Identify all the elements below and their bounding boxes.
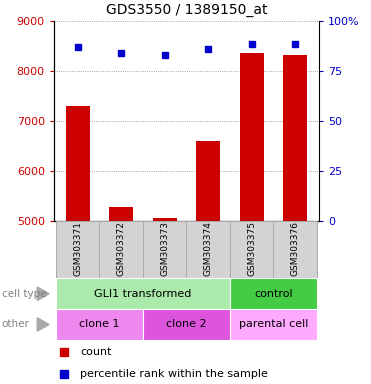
Text: GSM303372: GSM303372: [117, 221, 126, 276]
Text: GSM303371: GSM303371: [73, 221, 82, 276]
Text: parental cell: parental cell: [239, 319, 308, 329]
Bar: [143, 221, 187, 278]
Text: clone 1: clone 1: [79, 319, 120, 329]
Text: percentile rank within the sample: percentile rank within the sample: [80, 369, 268, 379]
Text: GLI1 transformed: GLI1 transformed: [94, 289, 192, 299]
Bar: [99, 221, 143, 278]
Bar: [143, 309, 230, 340]
Title: GDS3550 / 1389150_at: GDS3550 / 1389150_at: [106, 3, 267, 17]
Bar: [196, 141, 220, 221]
Text: GSM303374: GSM303374: [204, 221, 213, 276]
Text: other: other: [2, 319, 30, 329]
Bar: [187, 221, 230, 278]
Text: cell type: cell type: [2, 289, 46, 299]
Bar: [56, 309, 143, 340]
Bar: [230, 278, 317, 309]
Text: clone 2: clone 2: [166, 319, 207, 329]
Bar: [153, 218, 177, 221]
Bar: [56, 221, 99, 278]
Text: count: count: [80, 347, 112, 357]
Bar: [66, 106, 90, 221]
Text: GSM303373: GSM303373: [160, 221, 169, 276]
Bar: [109, 207, 133, 221]
Bar: [56, 278, 230, 309]
Bar: [230, 309, 317, 340]
Bar: [273, 221, 317, 278]
Bar: [230, 221, 273, 278]
Text: control: control: [254, 289, 293, 299]
Bar: [283, 55, 307, 221]
Text: GSM303376: GSM303376: [290, 221, 300, 276]
Bar: [240, 53, 264, 221]
Polygon shape: [37, 318, 49, 331]
Text: GSM303375: GSM303375: [247, 221, 256, 276]
Polygon shape: [37, 287, 49, 300]
